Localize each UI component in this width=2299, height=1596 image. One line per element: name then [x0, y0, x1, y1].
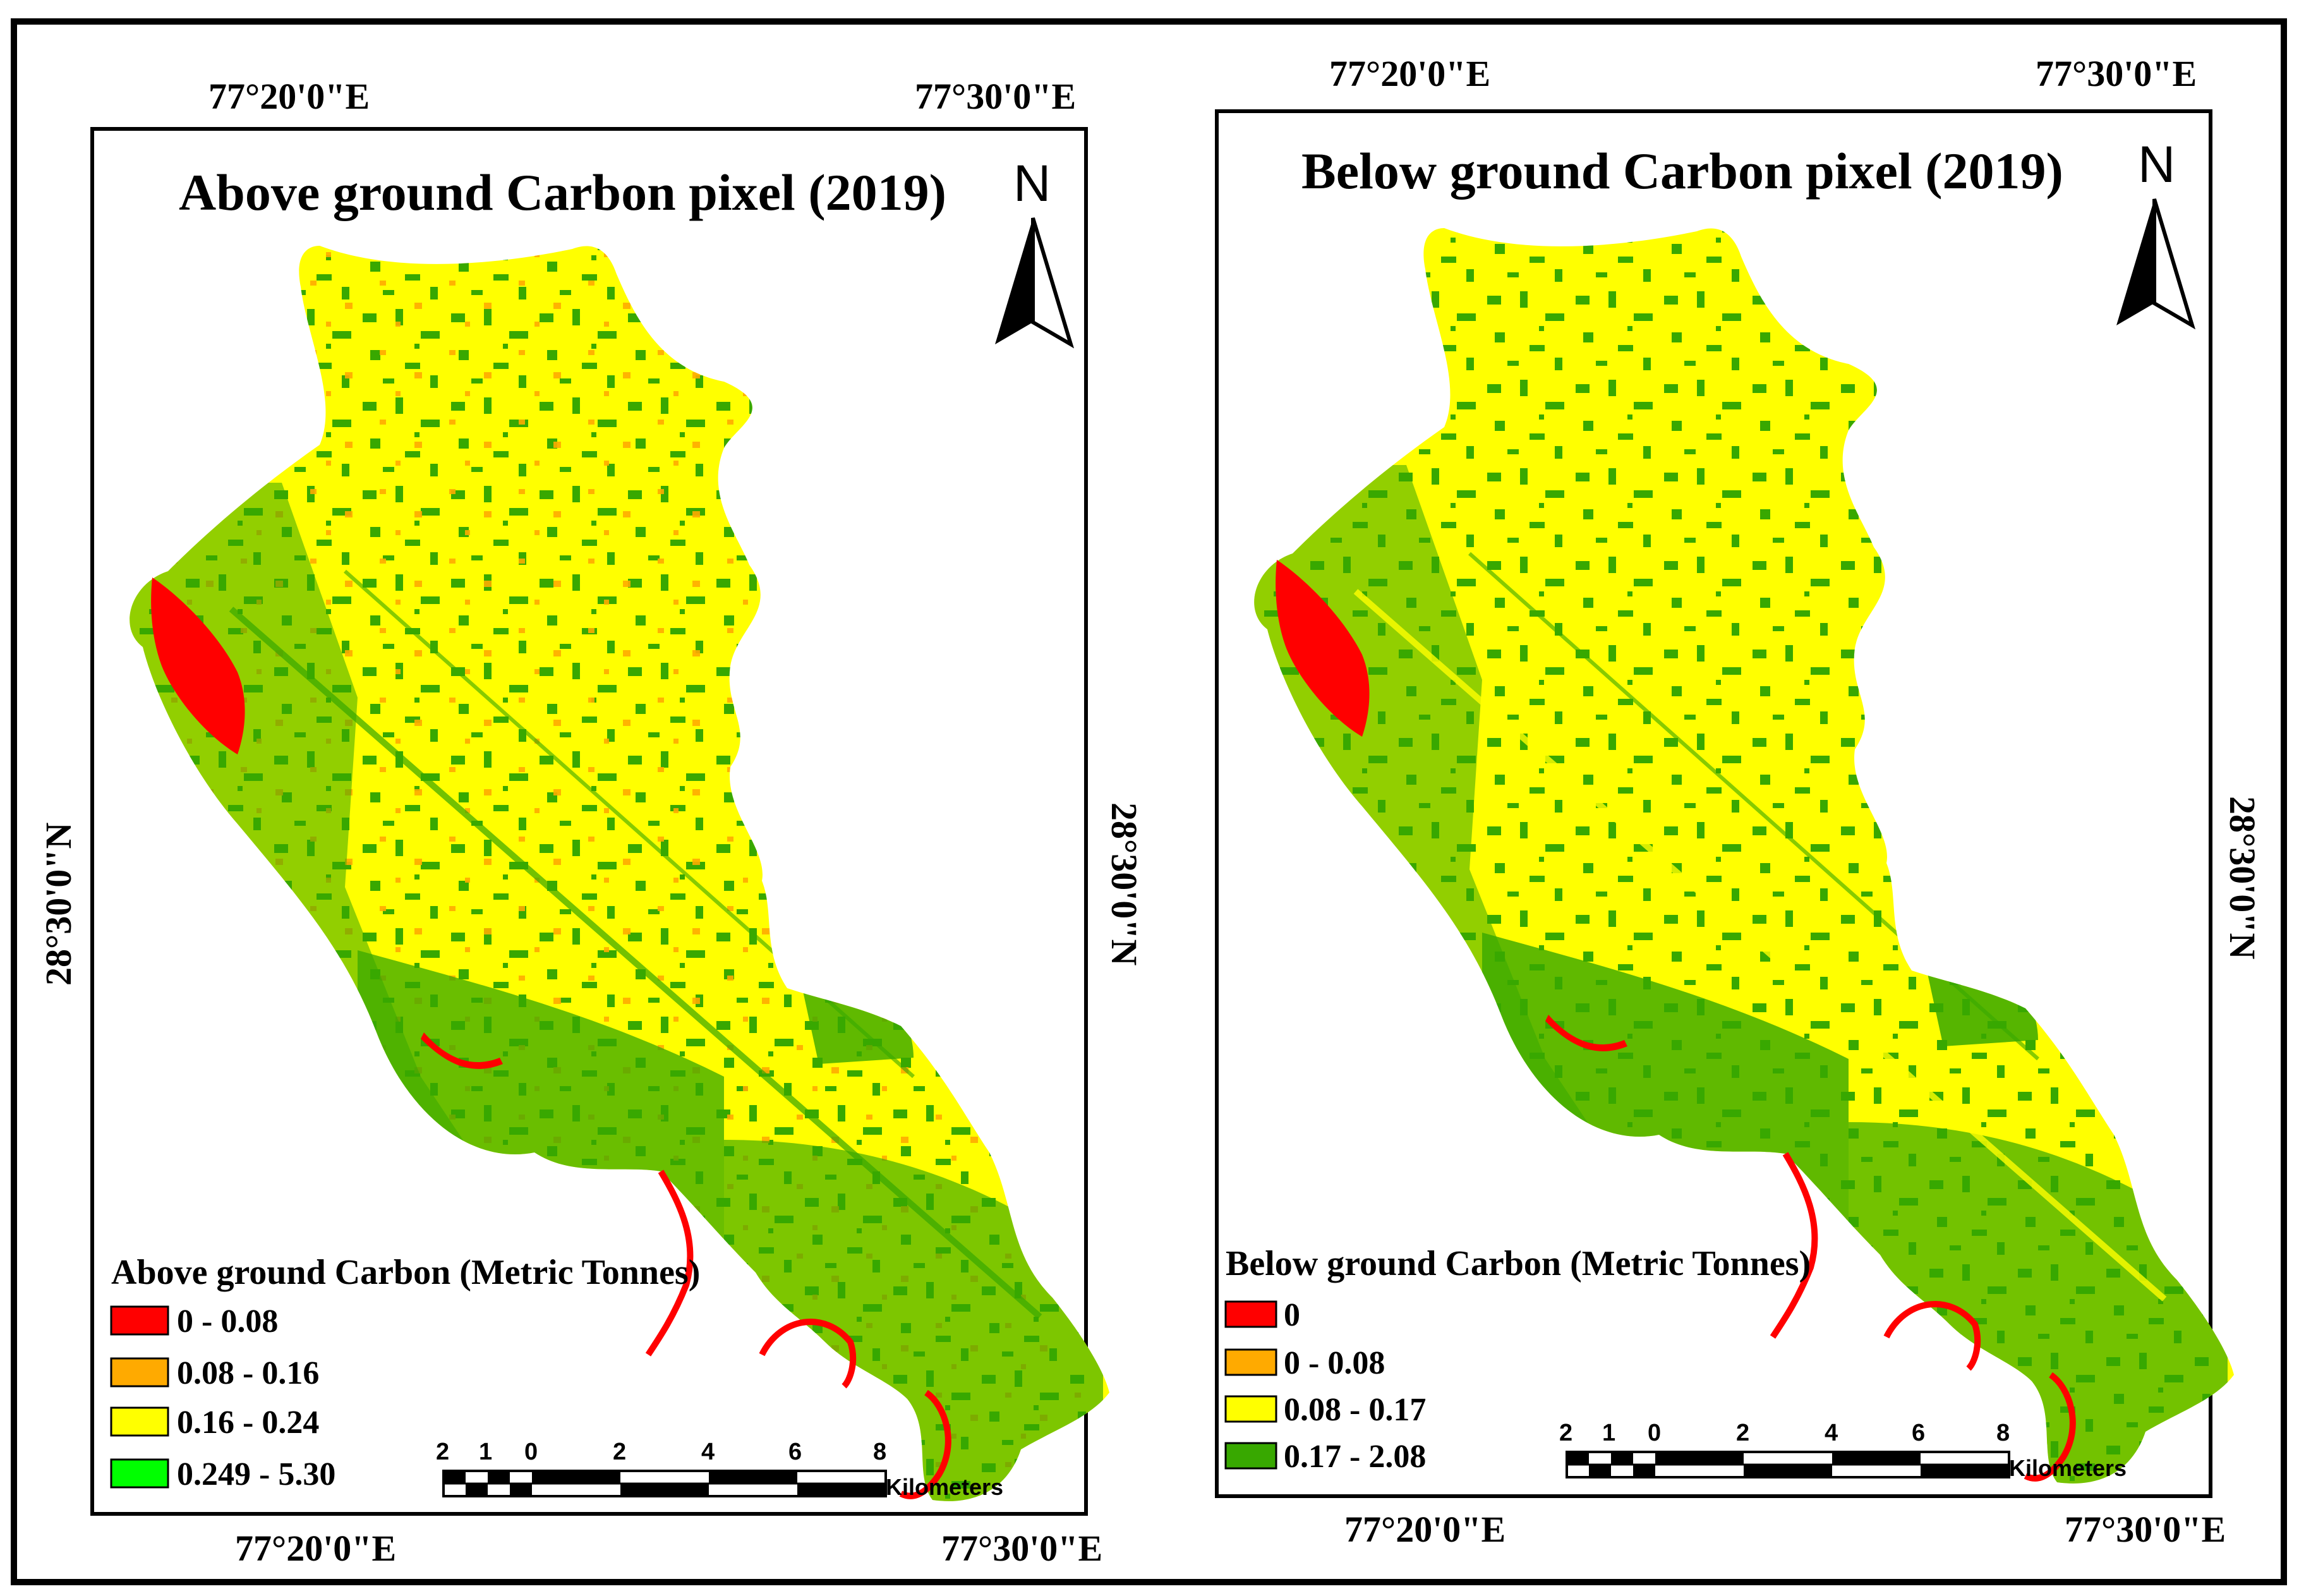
scale-tick: 1: [1602, 1420, 1615, 1446]
north-arrow-icon: N: [2116, 136, 2192, 325]
legend-title: Above ground Carbon (Metric Tonnes): [111, 1253, 700, 1292]
legend-item: 0.08 - 0.16: [110, 1355, 319, 1391]
panel-below-ground: 77°20'0"E 77°30'0"E 77°20'0"E 77°30'0"E …: [1215, 53, 2263, 1550]
coord-left: 28°30'0"N: [38, 822, 79, 986]
legend-swatch: [110, 1305, 169, 1336]
red-zone-west: [1276, 560, 1370, 737]
red-river-curve-3: [2024, 1372, 2076, 1482]
legend-item: 0.16 - 0.24: [110, 1405, 319, 1441]
map-legend: Below ground Carbon (Metric Tonnes) 0 0 …: [1224, 1244, 1811, 1475]
coord-bottom-left: 77°20'0"E: [1344, 1509, 1506, 1550]
legend-item: 0.249 - 5.30: [110, 1456, 335, 1492]
north-label: N: [2138, 136, 2175, 193]
coord-bottom-right: 77°30'0"E: [941, 1528, 1102, 1569]
legend-label: 0 - 0.08: [177, 1303, 278, 1339]
scale-tick: 4: [701, 1439, 715, 1465]
red-river-segment: [421, 1032, 503, 1069]
legend-item: 0 - 0.08: [1224, 1345, 1385, 1381]
legend-label: 0: [1284, 1297, 1300, 1333]
red-river-curve-1: [645, 1170, 694, 1357]
coord-top-left: 77°20'0"E: [1329, 53, 1490, 94]
scale-unit: Kilometers: [886, 1474, 1003, 1500]
scale-tick: 8: [873, 1439, 886, 1465]
coord-right: 28°30'0"N: [2222, 796, 2263, 960]
red-zone-west: [151, 577, 245, 754]
map-title: Above ground Carbon pixel (2019): [179, 164, 946, 221]
legend-item: 0 - 0.08: [110, 1303, 278, 1339]
scale-tick: 0: [524, 1439, 538, 1465]
scale-tick: 6: [1912, 1420, 1925, 1446]
legend-item: 0.08 - 0.17: [1224, 1392, 1426, 1428]
scale-tick: 0: [1648, 1420, 1661, 1446]
north-arrow-icon: N: [995, 155, 1071, 344]
coord-right: 28°30'0"N: [1104, 802, 1145, 966]
scale-tick: 8: [1996, 1420, 2010, 1446]
legend-swatch: [1224, 1348, 1277, 1376]
legend-label: 0.08 - 0.16: [177, 1355, 319, 1391]
scale-tick: 2: [1559, 1420, 1572, 1446]
legend-label: 0.17 - 2.08: [1284, 1439, 1426, 1475]
coord-top-right: 77°30'0"E: [2036, 53, 2197, 94]
panel-above-ground: 77°20'0"E 77°30'0"E 77°20'0"E 77°30'0"E …: [38, 76, 1145, 1569]
legend-label: 0 - 0.08: [1284, 1345, 1385, 1381]
legend-label: 0.16 - 0.24: [177, 1405, 319, 1441]
coord-top-left: 77°20'0"E: [208, 76, 370, 117]
legend-label: 0.08 - 0.17: [1284, 1392, 1426, 1428]
legend-swatch: [1224, 1395, 1277, 1423]
scale-unit: Kilometers: [2009, 1455, 2127, 1481]
red-river-segment: [1545, 1015, 1627, 1051]
legend-swatch: [1224, 1442, 1277, 1470]
scale-tick: 2: [613, 1439, 626, 1465]
scale-tick: 2: [436, 1439, 449, 1465]
north-label: N: [1013, 155, 1051, 212]
map-title: Below ground Carbon pixel (2019): [1301, 142, 2063, 200]
legend-swatch: [110, 1357, 169, 1387]
legend-title: Below ground Carbon (Metric Tonnes): [1226, 1244, 1811, 1283]
coord-bottom-left: 77°20'0"E: [235, 1528, 396, 1569]
scale-tick: 1: [479, 1439, 492, 1465]
legend-item: 0: [1224, 1297, 1300, 1333]
scale-bar: 2 1 0 2 4 6 8 Kilometers: [436, 1439, 1003, 1500]
legend-swatch: [110, 1458, 169, 1489]
map-legend: Above ground Carbon (Metric Tonnes) 0 - …: [110, 1253, 700, 1492]
red-river-curve-2: [1883, 1301, 1981, 1371]
legend-swatch: [110, 1406, 169, 1437]
coord-top-right: 77°30'0"E: [915, 76, 1076, 117]
outer-border: [11, 18, 2287, 1585]
legend-label: 0.249 - 5.30: [177, 1456, 335, 1492]
coord-bottom-right: 77°30'0"E: [2065, 1509, 2226, 1550]
scale-bar: 2 1 0 2 4 6 8 Kilometers: [1559, 1420, 2127, 1481]
red-river-curve-2: [759, 1319, 857, 1389]
scale-tick: 4: [1825, 1420, 1838, 1446]
red-river-curve-3: [899, 1389, 951, 1499]
scale-tick: 6: [788, 1439, 802, 1465]
red-river-curve-1: [1770, 1152, 1818, 1339]
legend-swatch: [1224, 1300, 1277, 1328]
scale-tick: 2: [1736, 1420, 1749, 1446]
legend-item: 0.17 - 2.08: [1224, 1439, 1426, 1475]
